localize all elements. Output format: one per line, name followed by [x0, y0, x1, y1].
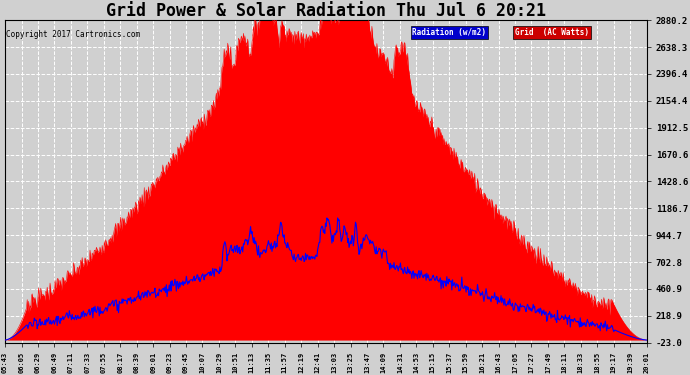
Text: Grid  (AC Watts): Grid (AC Watts)	[515, 28, 589, 37]
Text: Copyright 2017 Cartronics.com: Copyright 2017 Cartronics.com	[6, 30, 140, 39]
Text: Radiation (w/m2): Radiation (w/m2)	[413, 28, 486, 37]
Title: Grid Power & Solar Radiation Thu Jul 6 20:21: Grid Power & Solar Radiation Thu Jul 6 2…	[106, 2, 546, 20]
